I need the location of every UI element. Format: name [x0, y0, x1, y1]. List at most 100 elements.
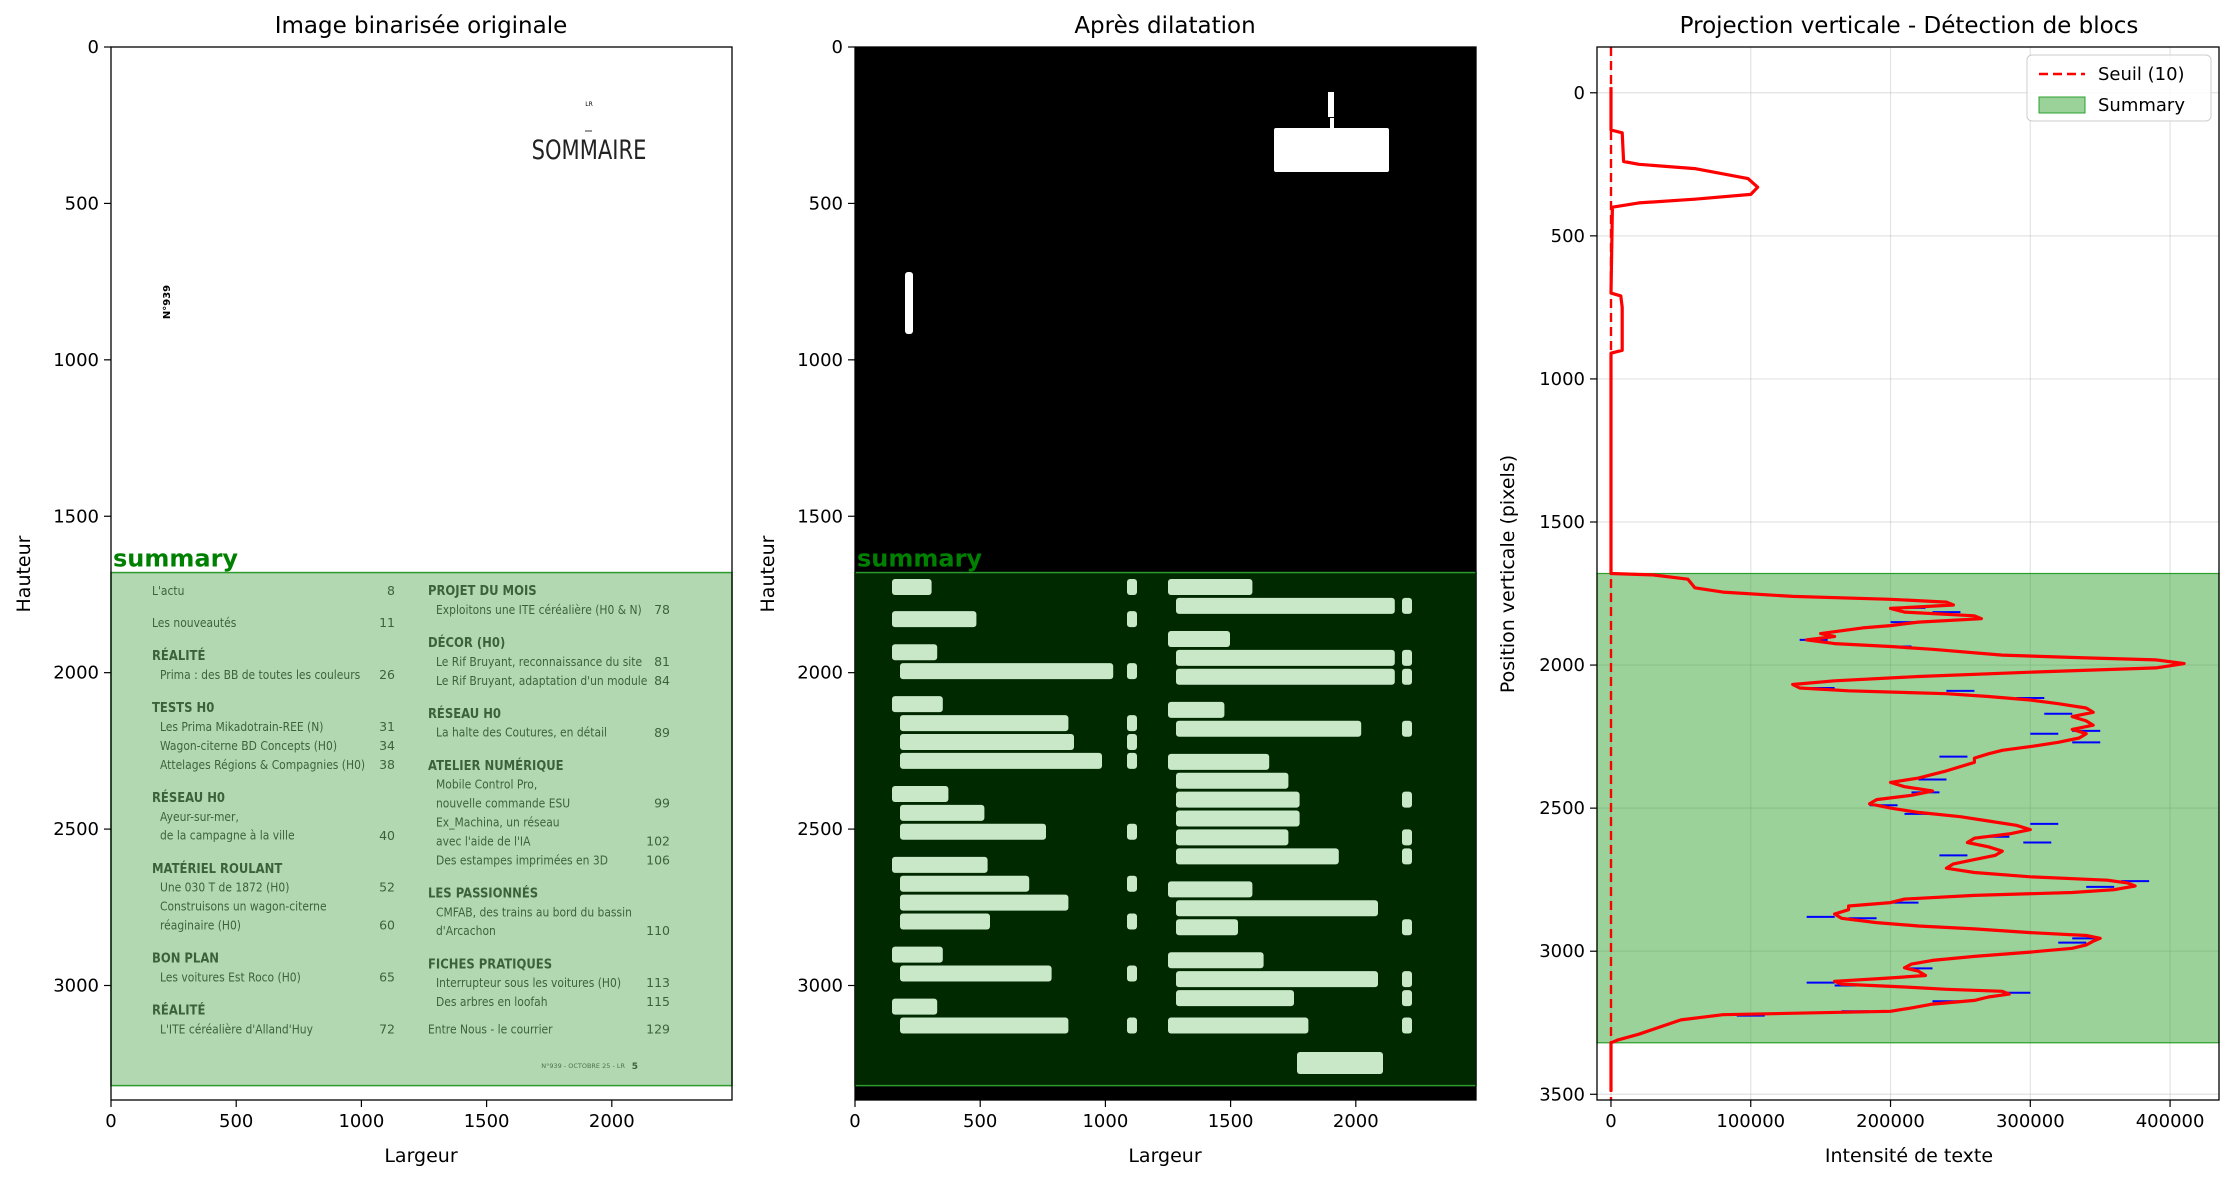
dilated-blob	[892, 856, 988, 873]
panel1-title: Image binarisée originale	[275, 13, 568, 39]
panel2-frame	[854, 46, 1477, 1101]
dilated-blob	[1127, 733, 1137, 750]
dilated-blob	[1176, 919, 1238, 936]
dilated-blob	[900, 894, 1069, 911]
panel3-frame	[1596, 46, 2220, 1101]
x-tick-label: 100000	[1716, 1111, 1785, 1132]
dilated-blob	[892, 785, 949, 802]
x-tick-label: 2000	[589, 1111, 635, 1132]
summary-block-span	[1596, 572, 2220, 1044]
summary-region: summary	[110, 545, 733, 1087]
dilated-blob	[1127, 965, 1137, 982]
dilated-blob	[1168, 952, 1264, 969]
dilated-blob	[1168, 630, 1230, 647]
dilated-blob	[1176, 668, 1395, 685]
dilated-blob	[905, 272, 913, 334]
summary-region-box	[854, 571, 1477, 1087]
dilated-blob	[1168, 753, 1270, 770]
dilated-blob	[1328, 92, 1334, 117]
dilated-blob	[1176, 791, 1300, 808]
x-tick-label: 300000	[1996, 1111, 2065, 1132]
dilated-blob	[900, 715, 1069, 732]
panel1-ylabel: Hauteur	[13, 535, 35, 612]
dilated-blob	[900, 752, 1102, 769]
panel-dilated-image: Après dilatation summary 0 500 1000 1500 200…	[757, 13, 1477, 1167]
panel-vertical-projection: Projection verticale - Détection de bloc…	[1497, 13, 2220, 1167]
panel2-xlabel: Largeur	[1128, 1145, 1201, 1167]
dilated-blob	[1176, 900, 1378, 917]
dilated-blob	[1127, 823, 1137, 840]
y-tick-label: 1500	[53, 506, 99, 527]
dilated-blob	[900, 965, 1052, 982]
dilated-blob	[1176, 720, 1362, 737]
y-tick-label: 2500	[1539, 798, 1585, 819]
dilated-blob	[892, 579, 932, 595]
dilated-blobs	[855, 92, 1476, 1086]
projection-profile-line	[1609, 87, 2186, 1092]
y-tick-label: 500	[1551, 226, 1585, 247]
dilated-blob	[1297, 1052, 1383, 1074]
dilated-blob	[900, 663, 1114, 680]
y-tick-label: 1000	[53, 350, 99, 371]
y-tick-label: 500	[65, 193, 99, 214]
dilated-blob	[1402, 848, 1412, 865]
y-tick-label: 0	[88, 37, 99, 58]
y-tick-label: 3000	[1539, 941, 1585, 962]
x-tick-label: 400000	[2136, 1111, 2205, 1132]
summary-region-label: summary	[113, 545, 238, 573]
dilated-blob	[1127, 611, 1137, 628]
dilated-blob	[1127, 875, 1137, 892]
legend-threshold-label: Seuil (10)	[2098, 64, 2185, 85]
dilated-blob	[892, 696, 943, 713]
dilated-blob	[1402, 668, 1412, 685]
issue-number-vertical: N°939	[162, 285, 173, 319]
legend-block-swatch	[2038, 96, 2086, 114]
dilated-blob	[1402, 990, 1412, 1007]
dilated-blob	[1402, 597, 1412, 614]
panel2-title: Après dilatation	[1074, 13, 1255, 39]
legend: Seuil (10) Summary	[2026, 54, 2212, 122]
summary-region-label: summary	[857, 545, 982, 573]
panel3-ylabel: Position verticale (pixels)	[1497, 455, 1519, 693]
y-tick-label: 1500	[1539, 512, 1585, 533]
block-spans	[1596, 572, 2220, 1044]
page-header-mark: LR	[585, 101, 593, 108]
x-tick-label: 0	[105, 1111, 116, 1132]
legend-block-label: Summary	[2098, 95, 2185, 116]
dilated-blob	[892, 644, 938, 661]
dilated-blob	[1176, 971, 1378, 988]
x-tick-label: 1500	[1208, 1111, 1254, 1132]
y-tick-label: 1000	[797, 350, 843, 371]
x-tick-label: 1000	[1082, 1111, 1128, 1132]
legend-box	[2026, 54, 2212, 122]
dilated-blob	[1176, 810, 1300, 827]
y-tick-label: 2500	[797, 819, 843, 840]
x-tick-label: 500	[219, 1111, 253, 1132]
y-tick-label: 1500	[797, 506, 843, 527]
y-tick-label: 3000	[797, 976, 843, 997]
panel1-xlabel: Largeur	[384, 1145, 457, 1167]
dilated-blob	[1402, 649, 1412, 666]
panel1-frame	[110, 46, 733, 1101]
sommaire-heading: SOMMAIRE	[532, 134, 647, 165]
dilated-blob	[900, 875, 1030, 892]
dilated-blob	[1402, 791, 1412, 808]
dilated-blob	[1402, 919, 1412, 936]
dilated-blob	[1127, 663, 1137, 680]
dilated-blob	[1274, 128, 1389, 172]
dilated-blob	[900, 804, 985, 821]
panel2-ylabel: Hauteur	[757, 535, 779, 612]
dilated-blob	[1127, 579, 1137, 595]
dilated-blob	[1168, 881, 1253, 898]
panel3-xlabel: Intensité de texte	[1825, 1145, 1993, 1167]
x-tick-label: 0	[849, 1111, 860, 1132]
dilated-blob	[1127, 752, 1137, 769]
dilated-blob	[1168, 579, 1253, 595]
y-tick-label: 2000	[797, 663, 843, 684]
dilated-blob	[1176, 597, 1395, 614]
y-tick-label: 2000	[53, 663, 99, 684]
y-tick-label: 3500	[1539, 1084, 1585, 1105]
projection-profile	[1609, 87, 2186, 1092]
y-tick-label: 2000	[1539, 655, 1585, 676]
dilated-blob	[1402, 1017, 1412, 1034]
